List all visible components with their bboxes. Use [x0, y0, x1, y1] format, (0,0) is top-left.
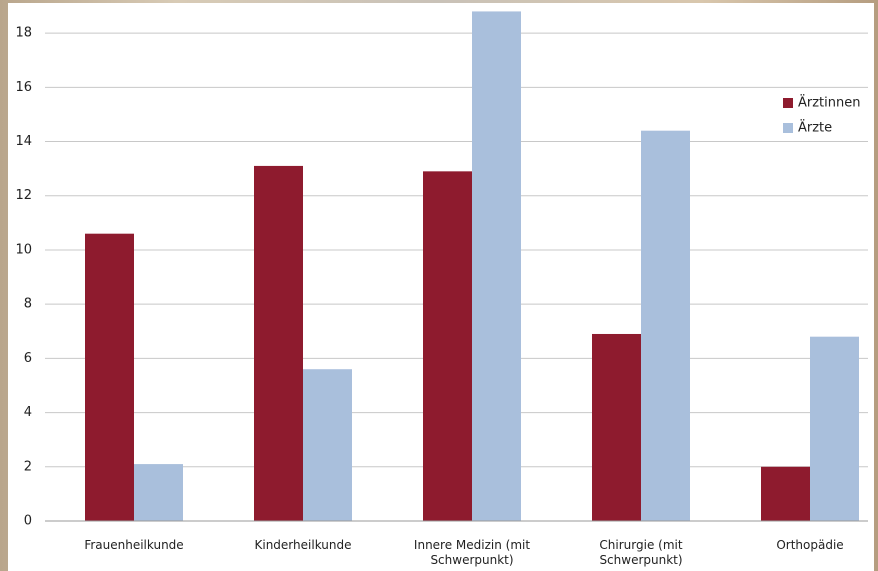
y-tick-label: 14 — [15, 134, 32, 149]
y-tick-label: 0 — [24, 514, 32, 529]
y-tick-label: 12 — [15, 188, 32, 203]
x-tick-label: Orthopädie — [776, 538, 844, 552]
bar — [592, 333, 641, 521]
legend-swatch — [783, 123, 793, 133]
bar — [254, 165, 303, 521]
bar — [134, 464, 183, 521]
legend-label: Ärztinnen — [798, 95, 861, 111]
y-tick-label: 18 — [15, 26, 32, 41]
y-tick-label: 8 — [24, 297, 32, 312]
bar — [761, 466, 810, 521]
bar — [85, 233, 134, 521]
x-tick-label: Chirurgie (mit Schwerpunkt) — [599, 538, 683, 567]
legend-swatch — [783, 98, 793, 108]
legend-label: Ärzte — [798, 120, 832, 136]
x-tick-label: Kinderheilkunde — [254, 538, 352, 552]
y-tick-label: 6 — [24, 351, 32, 366]
y-tick-label: 2 — [24, 459, 32, 474]
bar — [423, 171, 472, 521]
bar — [810, 336, 859, 521]
bar — [472, 11, 521, 522]
y-tick-label: 16 — [15, 80, 32, 95]
bar — [641, 130, 690, 521]
x-tick-label: Frauenheilkunde — [84, 538, 184, 552]
y-tick-label: 10 — [15, 242, 32, 257]
y-tick-label: 4 — [24, 405, 32, 420]
bar — [303, 369, 352, 521]
x-tick-label: Innere Medizin (mit Schwerpunkt) — [413, 538, 531, 567]
